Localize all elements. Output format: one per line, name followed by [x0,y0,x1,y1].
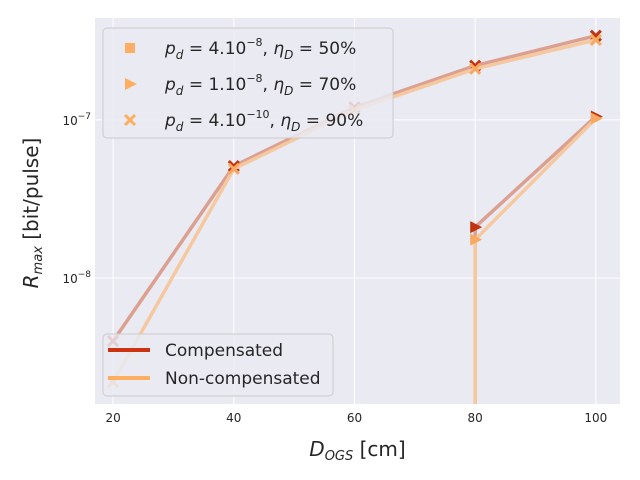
legend-label: pd = 4.10−10, ηD = 90% [164,108,363,134]
legend-marker [125,78,137,90]
legend-label: Compensated [165,341,283,361]
legend-marker [123,113,137,127]
x-tick-label: 100 [584,411,607,425]
legend-label: pd = 4.10−8, ηD = 50% [164,36,356,62]
data-point [470,233,483,246]
y-tick-label: 10−7 [62,112,91,128]
data-point [470,221,483,234]
x-tick-label: 40 [226,411,241,425]
x-tick-label: 20 [105,411,120,425]
legend-label: Non-compensated [165,369,321,389]
x-tick-label: 80 [468,411,483,425]
legend-frame [102,27,394,139]
x-tick-label: 60 [347,411,362,425]
x-axis-label: DOGS [cm] [309,437,405,464]
y-axis-label: Rmax [bit/pulse] [19,138,46,289]
legend-label: pd = 1.10−8, ηD = 70% [164,72,356,98]
legend-lines: Compensated Non-compensated [102,333,334,397]
data-point [589,33,602,46]
data-point [590,112,603,125]
y-tick-label: 10−8 [62,270,91,286]
data-point [227,160,240,173]
y-axis-ticks: 10−8 10−7 [62,112,91,286]
data-point [227,162,240,175]
x-axis-ticks: 20 40 60 80 100 [105,411,607,425]
data-point [469,62,482,75]
legend-markers: pd = 4.10−8, ηD = 50% pd = 1.10−8, ηD = 7… [102,27,394,139]
legend-frame [102,333,334,397]
legend-marker [125,43,135,53]
